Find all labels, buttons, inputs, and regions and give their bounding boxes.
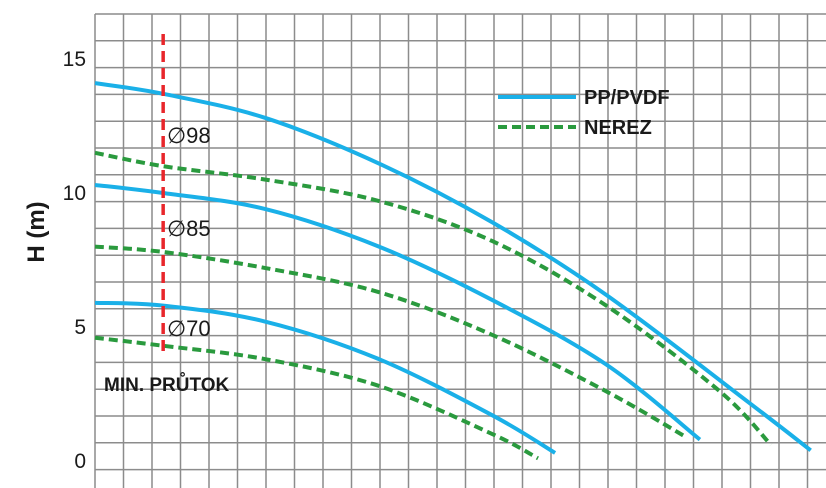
legend-label: NEREZ xyxy=(584,117,652,139)
y-axis-ticks: 0 5 10 15 xyxy=(63,48,86,473)
grid xyxy=(94,13,826,488)
diameter-label: ∅85 xyxy=(167,216,211,241)
diameter-label: ∅70 xyxy=(167,316,211,341)
series-line-nerez xyxy=(94,335,539,461)
min-flow-label: MIN. PRŮTOK xyxy=(104,373,230,396)
diameter-annotations: ∅98 ∅85 ∅70 xyxy=(167,123,211,341)
y-tick-label: 10 xyxy=(63,182,86,205)
y-axis-label: H (m) xyxy=(23,201,50,262)
diameter-label: ∅98 xyxy=(167,123,211,148)
y-tick-label: 0 xyxy=(74,450,86,473)
min-flow-group: MIN. PRŮTOK xyxy=(104,34,230,396)
series-line-nerez xyxy=(94,244,687,439)
y-tick-label: 5 xyxy=(74,316,86,339)
series-line-pp-pvdf xyxy=(94,81,812,452)
series-group xyxy=(94,81,812,461)
series-line-pp-pvdf xyxy=(94,300,557,455)
series-line-nerez xyxy=(94,150,773,447)
legend: PP/PVDF NEREZ xyxy=(498,87,670,139)
y-tick-label: 15 xyxy=(63,48,86,71)
series-line-pp-pvdf xyxy=(94,182,702,442)
legend-label: PP/PVDF xyxy=(584,87,670,109)
